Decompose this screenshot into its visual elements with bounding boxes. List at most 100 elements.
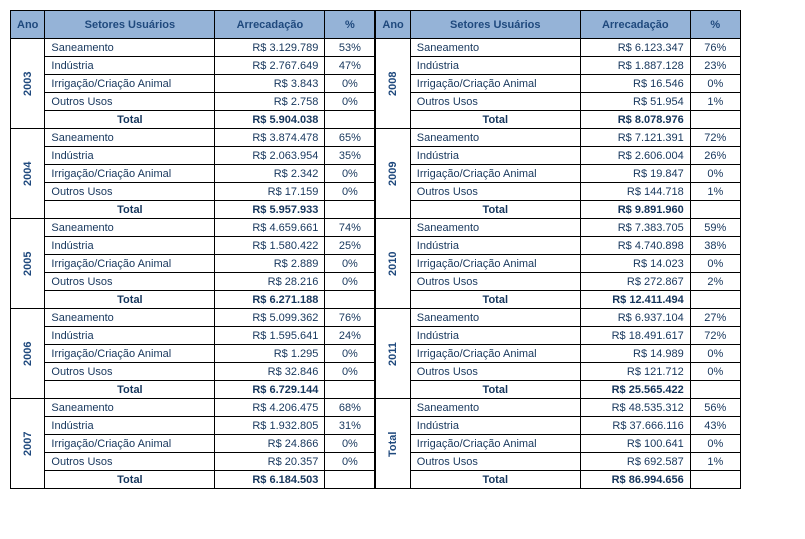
- year-cell: 2006: [11, 309, 45, 399]
- sector-cell: Indústria: [45, 237, 215, 255]
- table-row: 2006SaneamentoR$ 5.099.36276%: [11, 309, 375, 327]
- table-row: Outros UsosR$ 51.9541%: [376, 93, 740, 111]
- pct-cell: 0%: [690, 75, 740, 93]
- pct-cell: 72%: [690, 327, 740, 345]
- total-amount: R$ 6.184.503: [215, 471, 325, 489]
- total-pct: [690, 291, 740, 309]
- table-row: IndústriaR$ 1.595.64124%: [11, 327, 375, 345]
- total-label: Total: [410, 201, 580, 219]
- amount-cell: R$ 2.767.649: [215, 57, 325, 75]
- amount-cell: R$ 18.491.617: [580, 327, 690, 345]
- amount-cell: R$ 1.932.805: [215, 417, 325, 435]
- total-label: Total: [45, 381, 215, 399]
- sector-cell: Saneamento: [45, 129, 215, 147]
- table-row: 2010SaneamentoR$ 7.383.70559%: [376, 219, 740, 237]
- sector-cell: Indústria: [45, 147, 215, 165]
- sector-cell: Irrigação/Criação Animal: [45, 255, 215, 273]
- total-label: Total: [45, 201, 215, 219]
- pct-cell: 27%: [690, 309, 740, 327]
- pct-cell: 68%: [325, 399, 375, 417]
- amount-cell: R$ 48.535.312: [580, 399, 690, 417]
- pct-cell: 59%: [690, 219, 740, 237]
- total-pct: [325, 471, 375, 489]
- amount-cell: R$ 692.587: [580, 453, 690, 471]
- sector-cell: Outros Usos: [45, 453, 215, 471]
- pct-cell: 0%: [690, 435, 740, 453]
- table-row: Outros UsosR$ 32.8460%: [11, 363, 375, 381]
- total-row: TotalR$ 5.904.038: [11, 111, 375, 129]
- amount-cell: R$ 16.546: [580, 75, 690, 93]
- pct-cell: 56%: [690, 399, 740, 417]
- sector-cell: Outros Usos: [45, 93, 215, 111]
- table-row: IndústriaR$ 18.491.61772%: [376, 327, 740, 345]
- total-label: Total: [45, 111, 215, 129]
- table-row: 2009SaneamentoR$ 7.121.39172%: [376, 129, 740, 147]
- pct-cell: 0%: [325, 75, 375, 93]
- pct-cell: 0%: [325, 363, 375, 381]
- amount-cell: R$ 4.740.898: [580, 237, 690, 255]
- total-amount: R$ 8.078.976: [580, 111, 690, 129]
- total-row: TotalR$ 5.957.933: [11, 201, 375, 219]
- amount-cell: R$ 2.606.004: [580, 147, 690, 165]
- pct-cell: 53%: [325, 39, 375, 57]
- sector-cell: Indústria: [45, 417, 215, 435]
- total-label: Total: [410, 471, 580, 489]
- total-pct: [325, 381, 375, 399]
- total-amount: R$ 25.565.422: [580, 381, 690, 399]
- pct-cell: 76%: [325, 309, 375, 327]
- hdr-arrec: Arrecadação: [580, 11, 690, 39]
- total-label: Total: [45, 291, 215, 309]
- hdr-ano: Ano: [376, 11, 410, 39]
- amount-cell: R$ 2.889: [215, 255, 325, 273]
- pct-cell: 31%: [325, 417, 375, 435]
- pct-cell: 0%: [325, 345, 375, 363]
- amount-cell: R$ 4.659.661: [215, 219, 325, 237]
- table-row: Irrigação/Criação AnimalR$ 2.8890%: [11, 255, 375, 273]
- amount-cell: R$ 2.342: [215, 165, 325, 183]
- total-amount: R$ 5.904.038: [215, 111, 325, 129]
- pct-cell: 35%: [325, 147, 375, 165]
- hdr-setores: Setores Usuários: [410, 11, 580, 39]
- sector-cell: Saneamento: [45, 309, 215, 327]
- pct-cell: 0%: [325, 453, 375, 471]
- amount-cell: R$ 3.843: [215, 75, 325, 93]
- table-row: IndústriaR$ 2.063.95435%: [11, 147, 375, 165]
- amount-cell: R$ 2.758: [215, 93, 325, 111]
- year-cell: 2008: [376, 39, 410, 129]
- sector-cell: Outros Usos: [45, 183, 215, 201]
- amount-cell: R$ 7.383.705: [580, 219, 690, 237]
- sector-cell: Saneamento: [410, 219, 580, 237]
- pct-cell: 2%: [690, 273, 740, 291]
- amount-cell: R$ 37.666.116: [580, 417, 690, 435]
- pct-cell: 0%: [690, 255, 740, 273]
- tables-wrap: Ano Setores Usuários Arrecadação % 2003S…: [10, 10, 795, 489]
- table-row: 2011SaneamentoR$ 6.937.10427%: [376, 309, 740, 327]
- table-row: Outros UsosR$ 2.7580%: [11, 93, 375, 111]
- table-row: IndústriaR$ 2.767.64947%: [11, 57, 375, 75]
- sector-cell: Outros Usos: [410, 93, 580, 111]
- sector-cell: Indústria: [410, 327, 580, 345]
- amount-cell: R$ 5.099.362: [215, 309, 325, 327]
- table-row: Irrigação/Criação AnimalR$ 19.8470%: [376, 165, 740, 183]
- total-pct: [690, 111, 740, 129]
- total-amount: R$ 5.957.933: [215, 201, 325, 219]
- total-amount: R$ 9.891.960: [580, 201, 690, 219]
- total-label: Total: [410, 111, 580, 129]
- total-row: TotalR$ 86.994.656: [376, 471, 740, 489]
- sector-cell: Indústria: [410, 147, 580, 165]
- sector-cell: Indústria: [45, 57, 215, 75]
- total-row: TotalR$ 12.411.494: [376, 291, 740, 309]
- sector-cell: Indústria: [410, 237, 580, 255]
- table-row: Irrigação/Criação AnimalR$ 100.6410%: [376, 435, 740, 453]
- sector-cell: Irrigação/Criação Animal: [410, 255, 580, 273]
- table-row: Outros UsosR$ 28.2160%: [11, 273, 375, 291]
- total-row: TotalR$ 25.565.422: [376, 381, 740, 399]
- total-row: TotalR$ 6.271.188: [11, 291, 375, 309]
- table-row: 2003SaneamentoR$ 3.129.78953%: [11, 39, 375, 57]
- year-cell: 2010: [376, 219, 410, 309]
- table-row: IndústriaR$ 1.932.80531%: [11, 417, 375, 435]
- amount-cell: R$ 2.063.954: [215, 147, 325, 165]
- table-row: Outros UsosR$ 20.3570%: [11, 453, 375, 471]
- table-row: Irrigação/Criação AnimalR$ 16.5460%: [376, 75, 740, 93]
- year-cell: 2009: [376, 129, 410, 219]
